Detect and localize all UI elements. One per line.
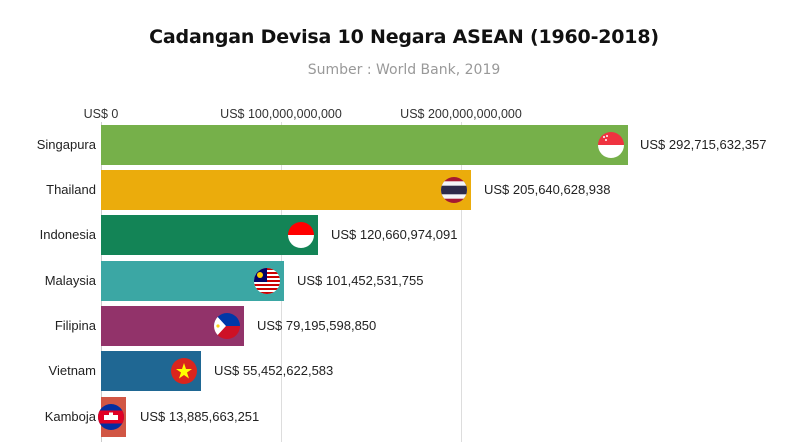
bar-row-malaysia: Malaysia US$ 101,452,531,755 [0, 261, 808, 301]
bar-row-indonesia: Indonesia US$ 120,660,974,091 [0, 215, 808, 255]
chart-subtitle: Sumber : World Bank, 2019 [307, 62, 501, 78]
category-label: Vietnam [48, 363, 96, 378]
value-label: US$ 292,715,632,357 [640, 137, 767, 152]
chart-title: Cadangan Devisa 10 Negara ASEAN (1960-20… [149, 26, 659, 48]
bar-singapura[interactable] [101, 125, 628, 165]
category-label: Kamboja [44, 409, 96, 424]
bar-filipina[interactable] [101, 306, 244, 346]
malaysia-flag-icon [254, 268, 280, 294]
bar-kamboja[interactable] [98, 397, 126, 437]
category-label: Malaysia [44, 273, 96, 288]
category-label: Indonesia [39, 227, 96, 242]
category-label: Filipina [54, 318, 96, 333]
bar-row-kamboja: Kamboja US$ 13,885,663,251 [0, 397, 808, 437]
value-label: US$ 205,640,628,938 [484, 182, 611, 197]
category-label: Thailand [46, 182, 96, 197]
vietnam-flag-icon [171, 358, 197, 384]
gridline-200b [461, 122, 462, 442]
value-label: US$ 55,452,622,583 [214, 363, 334, 378]
bar-vietnam[interactable] [101, 351, 201, 391]
bar-row-singapura: Singapura US$ 292,715,632,357 [0, 125, 808, 165]
bar-row-thailand: Thailand US$ 205,640,628,938 [0, 170, 808, 210]
value-label: US$ 120,660,974,091 [331, 227, 458, 242]
philippines-flag-icon [214, 313, 240, 339]
value-label: US$ 101,452,531,755 [297, 273, 424, 288]
bar-row-filipina: Filipina US$ 79,195,598,850 [0, 306, 808, 346]
category-label: Singapura [36, 137, 96, 152]
indonesia-flag-icon [288, 222, 314, 248]
value-label: US$ 79,195,598,850 [257, 318, 377, 333]
bar-malaysia[interactable] [101, 261, 284, 301]
x-tick-0: US$ 0 [83, 107, 119, 121]
thailand-flag-icon [441, 177, 467, 203]
x-tick-100b: US$ 100,000,000,000 [220, 107, 342, 121]
singapore-flag-icon [598, 132, 624, 158]
bar-indonesia[interactable] [101, 215, 318, 255]
x-tick-200b: US$ 200,000,000,000 [400, 107, 522, 121]
value-label: US$ 13,885,663,251 [140, 409, 260, 424]
cambodia-flag-icon [98, 404, 124, 430]
bar-row-vietnam: Vietnam US$ 55,452,622,583 [0, 351, 808, 391]
bar-thailand[interactable] [101, 170, 471, 210]
